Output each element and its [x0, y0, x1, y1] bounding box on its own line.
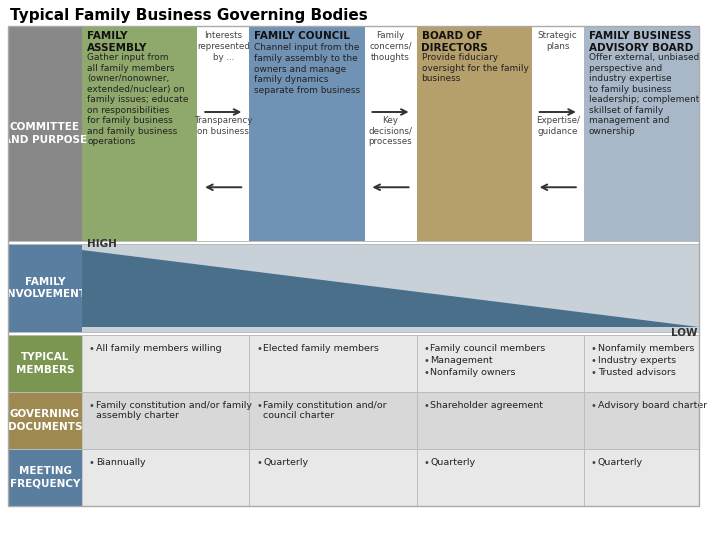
Text: •: • — [423, 344, 429, 354]
Bar — [8, 335, 699, 392]
Text: Family constitution and/or family
assembly charter: Family constitution and/or family assemb… — [96, 401, 252, 421]
Text: Expertise/
guidance: Expertise/ guidance — [536, 116, 580, 136]
Text: LOW: LOW — [671, 328, 698, 338]
Text: Channel input from the
family assembly to the
owners and manage
family dynamics
: Channel input from the family assembly t… — [255, 44, 361, 95]
Bar — [8, 26, 699, 241]
Text: •: • — [591, 356, 597, 366]
Bar — [8, 26, 82, 241]
Bar — [584, 335, 699, 392]
Bar — [82, 26, 197, 241]
Text: •: • — [256, 344, 262, 354]
Text: Quarterly: Quarterly — [263, 458, 308, 467]
Text: Key
decisions/
processes: Key decisions/ processes — [368, 116, 412, 146]
Bar — [365, 26, 416, 241]
Bar — [250, 392, 416, 449]
Text: All family members willing: All family members willing — [96, 344, 221, 353]
Text: Trusted advisors: Trusted advisors — [597, 368, 676, 377]
Text: FAMILY
INVOLVEMENT: FAMILY INVOLVEMENT — [4, 277, 86, 299]
Text: Management: Management — [431, 356, 493, 365]
Bar — [584, 449, 699, 506]
Text: Biannually: Biannually — [96, 458, 146, 467]
Text: Transparency
on business: Transparency on business — [194, 116, 252, 136]
Text: Offer external, unbiased
perspective and
industry expertise
to family business
l: Offer external, unbiased perspective and… — [589, 53, 699, 136]
Bar — [8, 335, 82, 392]
Bar — [416, 335, 584, 392]
Bar — [584, 26, 699, 241]
Text: •: • — [423, 368, 429, 378]
Text: •: • — [591, 368, 597, 378]
Text: •: • — [89, 344, 95, 354]
Text: •: • — [89, 401, 95, 411]
Text: Shareholder agreement: Shareholder agreement — [431, 401, 544, 410]
Text: Typical Family Business Governing Bodies: Typical Family Business Governing Bodies — [10, 8, 368, 23]
Text: Family
concerns/
thoughts: Family concerns/ thoughts — [369, 31, 411, 61]
Text: •: • — [591, 458, 597, 468]
Bar — [8, 244, 699, 332]
Text: Provide fiduciary
oversight for the family
business: Provide fiduciary oversight for the fami… — [421, 53, 528, 83]
Bar — [8, 244, 699, 332]
Bar — [8, 392, 699, 449]
Text: Gather input from
all family members
(owner/nonowner,
extended/nuclear) on
famil: Gather input from all family members (ow… — [87, 53, 189, 146]
Bar — [250, 26, 365, 241]
Text: FAMILY BUSINESS
ADVISORY BOARD: FAMILY BUSINESS ADVISORY BOARD — [589, 31, 693, 53]
Bar — [197, 26, 250, 241]
Bar — [8, 449, 699, 506]
Text: •: • — [423, 458, 429, 468]
Text: FAMILY
ASSEMBLY: FAMILY ASSEMBLY — [87, 31, 147, 53]
Text: Family council members: Family council members — [431, 344, 546, 353]
Bar — [8, 26, 699, 241]
Bar — [8, 449, 699, 506]
Text: •: • — [256, 458, 262, 468]
Text: •: • — [423, 401, 429, 411]
Bar — [82, 392, 250, 449]
Text: TYPICAL
MEMBERS: TYPICAL MEMBERS — [16, 353, 74, 375]
Text: GOVERNING
DOCUMENTS: GOVERNING DOCUMENTS — [8, 409, 82, 432]
Polygon shape — [82, 250, 699, 327]
Bar — [8, 335, 699, 392]
Text: •: • — [423, 356, 429, 366]
Text: Industry experts: Industry experts — [597, 356, 676, 365]
Text: MEETING
FREQUENCY: MEETING FREQUENCY — [10, 466, 80, 489]
Bar — [250, 335, 416, 392]
Bar — [8, 392, 82, 449]
Bar — [532, 26, 584, 241]
Text: Advisory board charter: Advisory board charter — [597, 401, 707, 410]
Bar — [8, 26, 699, 506]
Bar — [416, 449, 584, 506]
Text: Family constitution and/or
council charter: Family constitution and/or council chart… — [263, 401, 387, 421]
Text: BOARD OF
DIRECTORS: BOARD OF DIRECTORS — [421, 31, 489, 53]
Text: •: • — [591, 344, 597, 354]
Bar — [82, 335, 250, 392]
Text: Elected family members: Elected family members — [263, 344, 379, 353]
Bar — [416, 392, 584, 449]
Bar — [8, 392, 699, 449]
Text: Nonfamily members: Nonfamily members — [597, 344, 694, 353]
Bar — [584, 392, 699, 449]
Bar — [416, 26, 532, 241]
Bar — [82, 449, 250, 506]
Text: HIGH: HIGH — [87, 239, 117, 249]
Text: Nonfamily owners: Nonfamily owners — [431, 368, 516, 377]
Text: FAMILY COUNCIL: FAMILY COUNCIL — [255, 31, 350, 41]
Bar — [8, 449, 82, 506]
Text: •: • — [591, 401, 597, 411]
Bar — [8, 244, 82, 332]
Text: Quarterly: Quarterly — [431, 458, 476, 467]
Text: Quarterly: Quarterly — [597, 458, 643, 467]
Text: •: • — [89, 458, 95, 468]
Text: •: • — [256, 401, 262, 411]
Text: Interests
represented
by ...: Interests represented by ... — [197, 31, 250, 61]
Text: Strategic
plans: Strategic plans — [538, 31, 578, 51]
Text: COMMITTEE
AND PURPOSE: COMMITTEE AND PURPOSE — [3, 122, 87, 145]
Bar — [250, 449, 416, 506]
